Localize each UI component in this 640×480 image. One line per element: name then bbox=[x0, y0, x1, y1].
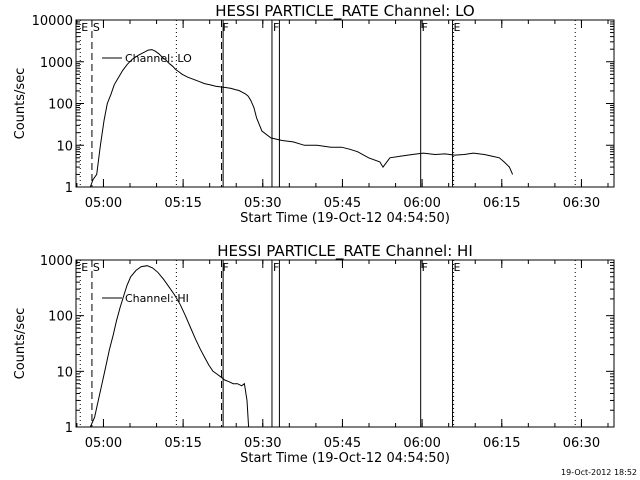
legend-label: Channel: LO bbox=[125, 52, 192, 65]
panel-lo: HESSI PARTICLE_RATE Channel: LOE S F F F E110… bbox=[13, 2, 615, 226]
y-tick-label: 10000 bbox=[32, 14, 73, 29]
chart-title: HESSI PARTICLE_RATE Channel: HI bbox=[217, 242, 473, 261]
x-tick-label: 05:00 bbox=[85, 436, 122, 451]
legend-label: Channel: HI bbox=[125, 292, 189, 305]
x-tick-label: 06:15 bbox=[483, 436, 520, 451]
x-tick-label: 05:15 bbox=[164, 436, 201, 451]
chart-title: HESSI PARTICLE_RATE Channel: LO bbox=[215, 2, 474, 21]
event-marker-label: E bbox=[81, 261, 88, 274]
x-tick-label: 05:00 bbox=[85, 196, 122, 211]
x-tick-label: 06:30 bbox=[563, 196, 600, 211]
event-marker-label: E bbox=[81, 21, 88, 34]
y-tick-label: 1 bbox=[65, 181, 73, 196]
x-tick-label: 05:15 bbox=[164, 196, 201, 211]
y-tick-label: 10 bbox=[56, 139, 73, 154]
y-tick-label: 1 bbox=[65, 421, 73, 436]
event-marker-label: S bbox=[93, 21, 100, 34]
y-tick-label: 10 bbox=[56, 365, 73, 380]
panel-hi: HESSI PARTICLE_RATE Channel: HIE S F F F E110… bbox=[13, 242, 615, 466]
y-tick-label: 100 bbox=[48, 98, 73, 113]
event-marker-label: F bbox=[273, 21, 279, 34]
event-marker-label: F bbox=[422, 21, 428, 34]
generation-timestamp: 19-Oct-2012 18:52 bbox=[561, 468, 637, 477]
plot-frame bbox=[75, 19, 615, 188]
x-tick-label: 05:30 bbox=[244, 436, 281, 451]
x-tick-label: 06:00 bbox=[403, 196, 440, 211]
x-tick-label: 06:30 bbox=[563, 436, 600, 451]
y-axis-label: Counts/sec bbox=[13, 308, 28, 380]
event-marker-label: F bbox=[422, 261, 428, 274]
x-axis-label: Start Time (19-Oct-12 04:54:50) bbox=[240, 211, 450, 226]
series-line bbox=[89, 265, 250, 428]
y-tick-label: 1000 bbox=[40, 56, 73, 71]
y-axis-label: Counts/sec bbox=[13, 68, 28, 140]
x-axis-label: Start Time (19-Oct-12 04:54:50) bbox=[240, 451, 450, 466]
y-tick-label: 100 bbox=[48, 310, 73, 325]
x-tick-label: 05:45 bbox=[324, 196, 361, 211]
event-marker-label: F bbox=[223, 261, 229, 274]
x-tick-label: 06:00 bbox=[403, 436, 440, 451]
x-tick-label: 05:45 bbox=[324, 436, 361, 451]
event-marker-label: S bbox=[93, 261, 100, 274]
event-marker-label: E bbox=[454, 21, 461, 34]
y-tick-label: 1000 bbox=[40, 254, 73, 269]
series-line bbox=[76, 49, 514, 188]
x-tick-label: 05:30 bbox=[244, 196, 281, 211]
x-tick-label: 06:15 bbox=[483, 196, 520, 211]
event-marker-label: F bbox=[223, 21, 229, 34]
event-marker-label: F bbox=[273, 261, 279, 274]
plot-frame bbox=[75, 259, 615, 428]
event-marker-label: E bbox=[454, 261, 461, 274]
